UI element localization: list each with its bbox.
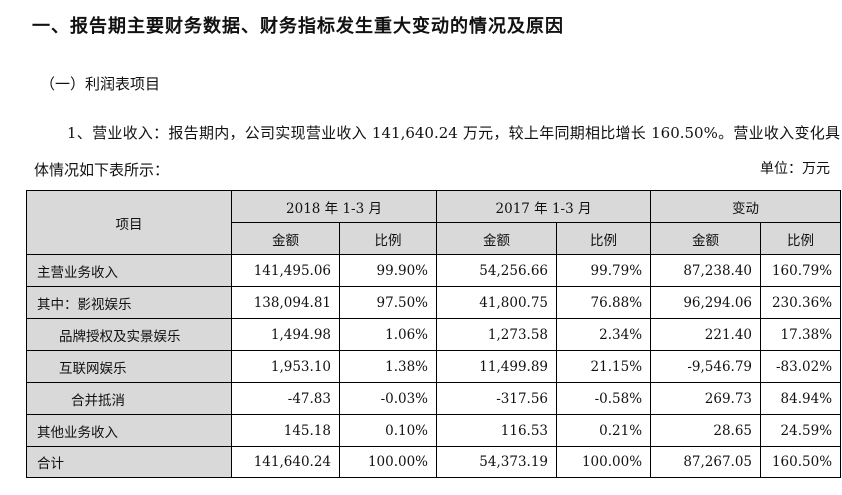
amount-cell: -9,546.79 — [650, 350, 762, 383]
ratio-cell: 84.94% — [760, 382, 842, 415]
table-header-row: 项目 2018 年 1-3 月 2017 年 1-3 月 变动 — [26, 190, 842, 255]
ratio-cell: 1.38% — [338, 350, 438, 383]
section-heading: 一、报告期主要财务数据、财务指标发生重大变动的情况及原因 — [32, 16, 564, 37]
row-label: 其中：影视娱乐 — [26, 286, 232, 319]
row-label: 合并抵消 — [26, 382, 232, 415]
amount-cell: 87,267.05 — [650, 446, 762, 478]
ratio-cell: 21.15% — [556, 350, 652, 383]
row-label: 互联网娱乐 — [26, 350, 232, 383]
ratio-cell: 17.38% — [760, 318, 842, 351]
amount-cell: 141,640.24 — [231, 446, 340, 478]
revenue-table: 项目 2018 年 1-3 月 2017 年 1-3 月 变动 金额 比例 金额… — [26, 190, 842, 478]
subheader-ratio: 比例 — [556, 222, 652, 255]
ratio-cell: 1.06% — [338, 318, 438, 351]
amount-cell: 54,373.19 — [436, 446, 558, 478]
revenue-paragraph: 1、营业收入：报告期内，公司实现营业收入 141,640.24 万元，较上年同期… — [34, 124, 840, 179]
ratio-cell: -0.03% — [338, 382, 438, 415]
ratio-cell: 0.10% — [338, 414, 438, 447]
subsection-heading: （一）利润表项目 — [40, 75, 161, 93]
subheader-amount: 金额 — [231, 222, 340, 255]
table-row: 其他业务收入 145.18 0.10% 116.53 0.21% 28.65 24.59% — [26, 414, 842, 447]
header-period-2018: 2018 年 1-3 月 — [230, 190, 438, 223]
header-change: 变动 — [650, 190, 842, 223]
row-label: 合计 — [26, 446, 232, 478]
subheader-ratio: 比例 — [338, 222, 438, 255]
row-label: 品牌授权及实景娱乐 — [26, 318, 232, 351]
amount-cell: 145.18 — [231, 414, 340, 447]
subheader-amount: 金额 — [436, 222, 558, 255]
amount-cell: 138,094.81 — [231, 286, 340, 319]
amount-cell: -317.56 — [436, 382, 558, 415]
row-label: 主营业务收入 — [26, 254, 232, 287]
table-row: 其中：影视娱乐 138,094.81 97.50% 41,800.75 76.88% 96… — [26, 286, 842, 319]
ratio-cell: 160.79% — [760, 254, 842, 287]
ratio-cell: 160.50% — [760, 446, 842, 478]
ratio-cell: 97.50% — [338, 286, 438, 319]
amount-cell: 96,294.06 — [650, 286, 762, 319]
ratio-cell: 0.21% — [556, 414, 652, 447]
ratio-cell: 76.88% — [556, 286, 652, 319]
ratio-cell: 2.34% — [556, 318, 652, 351]
subheader-amount: 金额 — [650, 222, 762, 255]
amount-cell: 1,494.98 — [231, 318, 340, 351]
ratio-cell: 100.00% — [338, 446, 438, 478]
table-subheader-row: 金额 比例 金额 比例 金额 比例 — [27, 222, 842, 255]
table-row: 互联网娱乐 1,953.10 1.38% 11,499.89 21.15% -9,546.… — [26, 350, 842, 383]
table-row: 合并抵消 -47.83 -0.03% -317.56 -0.58% 269.73 84.94… — [26, 382, 842, 415]
ratio-cell: -83.02% — [760, 350, 842, 383]
ratio-cell: 230.36% — [760, 286, 842, 319]
amount-cell: 54,256.66 — [436, 254, 558, 287]
ratio-cell: -0.58% — [556, 382, 652, 415]
unit-note: 单位：万元 — [760, 161, 830, 177]
subheader-ratio: 比例 — [760, 222, 842, 255]
amount-cell: -47.83 — [231, 382, 340, 415]
amount-cell: 221.40 — [650, 318, 762, 351]
ratio-cell: 99.90% — [338, 254, 438, 287]
amount-cell: 41,800.75 — [436, 286, 558, 319]
amount-cell: 28.65 — [650, 414, 762, 447]
amount-cell: 116.53 — [436, 414, 558, 447]
header-item: 项目 — [26, 190, 232, 255]
amount-cell: 11,499.89 — [436, 350, 558, 383]
amount-cell: 87,238.40 — [650, 254, 762, 287]
amount-cell: 1,953.10 — [231, 350, 340, 383]
amount-cell: 269.73 — [650, 382, 762, 415]
ratio-cell: 99.79% — [556, 254, 652, 287]
amount-cell: 1,273.58 — [436, 318, 558, 351]
header-period-2017: 2017 年 1-3 月 — [436, 190, 652, 223]
table-row: 品牌授权及实景娱乐 1,494.98 1.06% 1,273.58 2.34% 221.4… — [26, 318, 842, 351]
ratio-cell: 100.00% — [556, 446, 652, 478]
row-label: 其他业务收入 — [26, 414, 232, 447]
ratio-cell: 24.59% — [760, 414, 842, 447]
table-row: 主营业务收入 141,495.06 99.90% 54,256.66 99.79% 87,… — [26, 254, 842, 287]
table-row: 合计 141,640.24 100.00% 54,373.19 100.00% 87,26… — [26, 446, 842, 478]
amount-cell: 141,495.06 — [231, 254, 340, 287]
